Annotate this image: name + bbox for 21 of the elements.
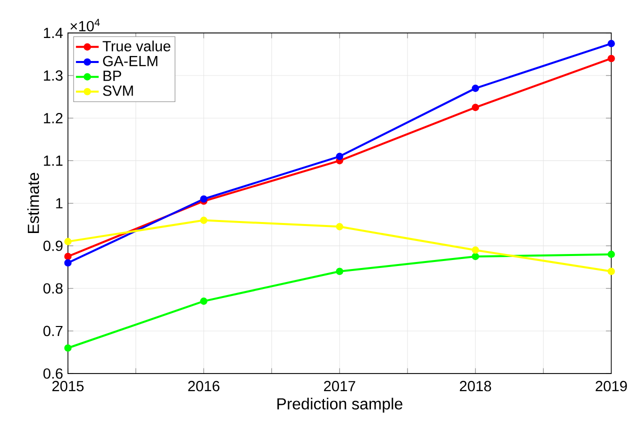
y-tick-label: 1.4: [44, 28, 63, 38]
legend-label: SVM: [103, 85, 133, 96]
x-tick-label: 2019: [596, 380, 627, 392]
y-axis-title: Estimate: [27, 172, 40, 233]
y-tick-label: 0.8: [43, 282, 63, 294]
y-tick-label: 1.3: [44, 70, 63, 80]
legend-label: BP: [104, 70, 122, 81]
legend-label: True value: [102, 40, 170, 52]
text: ×10$^{4}$: [70, 18, 100, 32]
x-tick-label: 2018: [460, 380, 492, 392]
y-tick-label: 0.6: [43, 368, 63, 378]
y-tick-label: 1: [56, 198, 63, 208]
y-tick-label: 0.7: [43, 326, 62, 336]
legend-label: GA-ELM: [103, 56, 158, 66]
x-tick-label: 2017: [324, 380, 356, 392]
x-axis-title: Prediction sample: [277, 398, 402, 412]
y-tick-label: 1.1: [44, 155, 63, 166]
y-tick-label: 1.2: [44, 112, 62, 123]
x-tick-label: 2015: [52, 380, 84, 392]
x-tick-label: 2016: [188, 380, 220, 392]
y-tick-label: 0.9: [43, 240, 63, 251]
